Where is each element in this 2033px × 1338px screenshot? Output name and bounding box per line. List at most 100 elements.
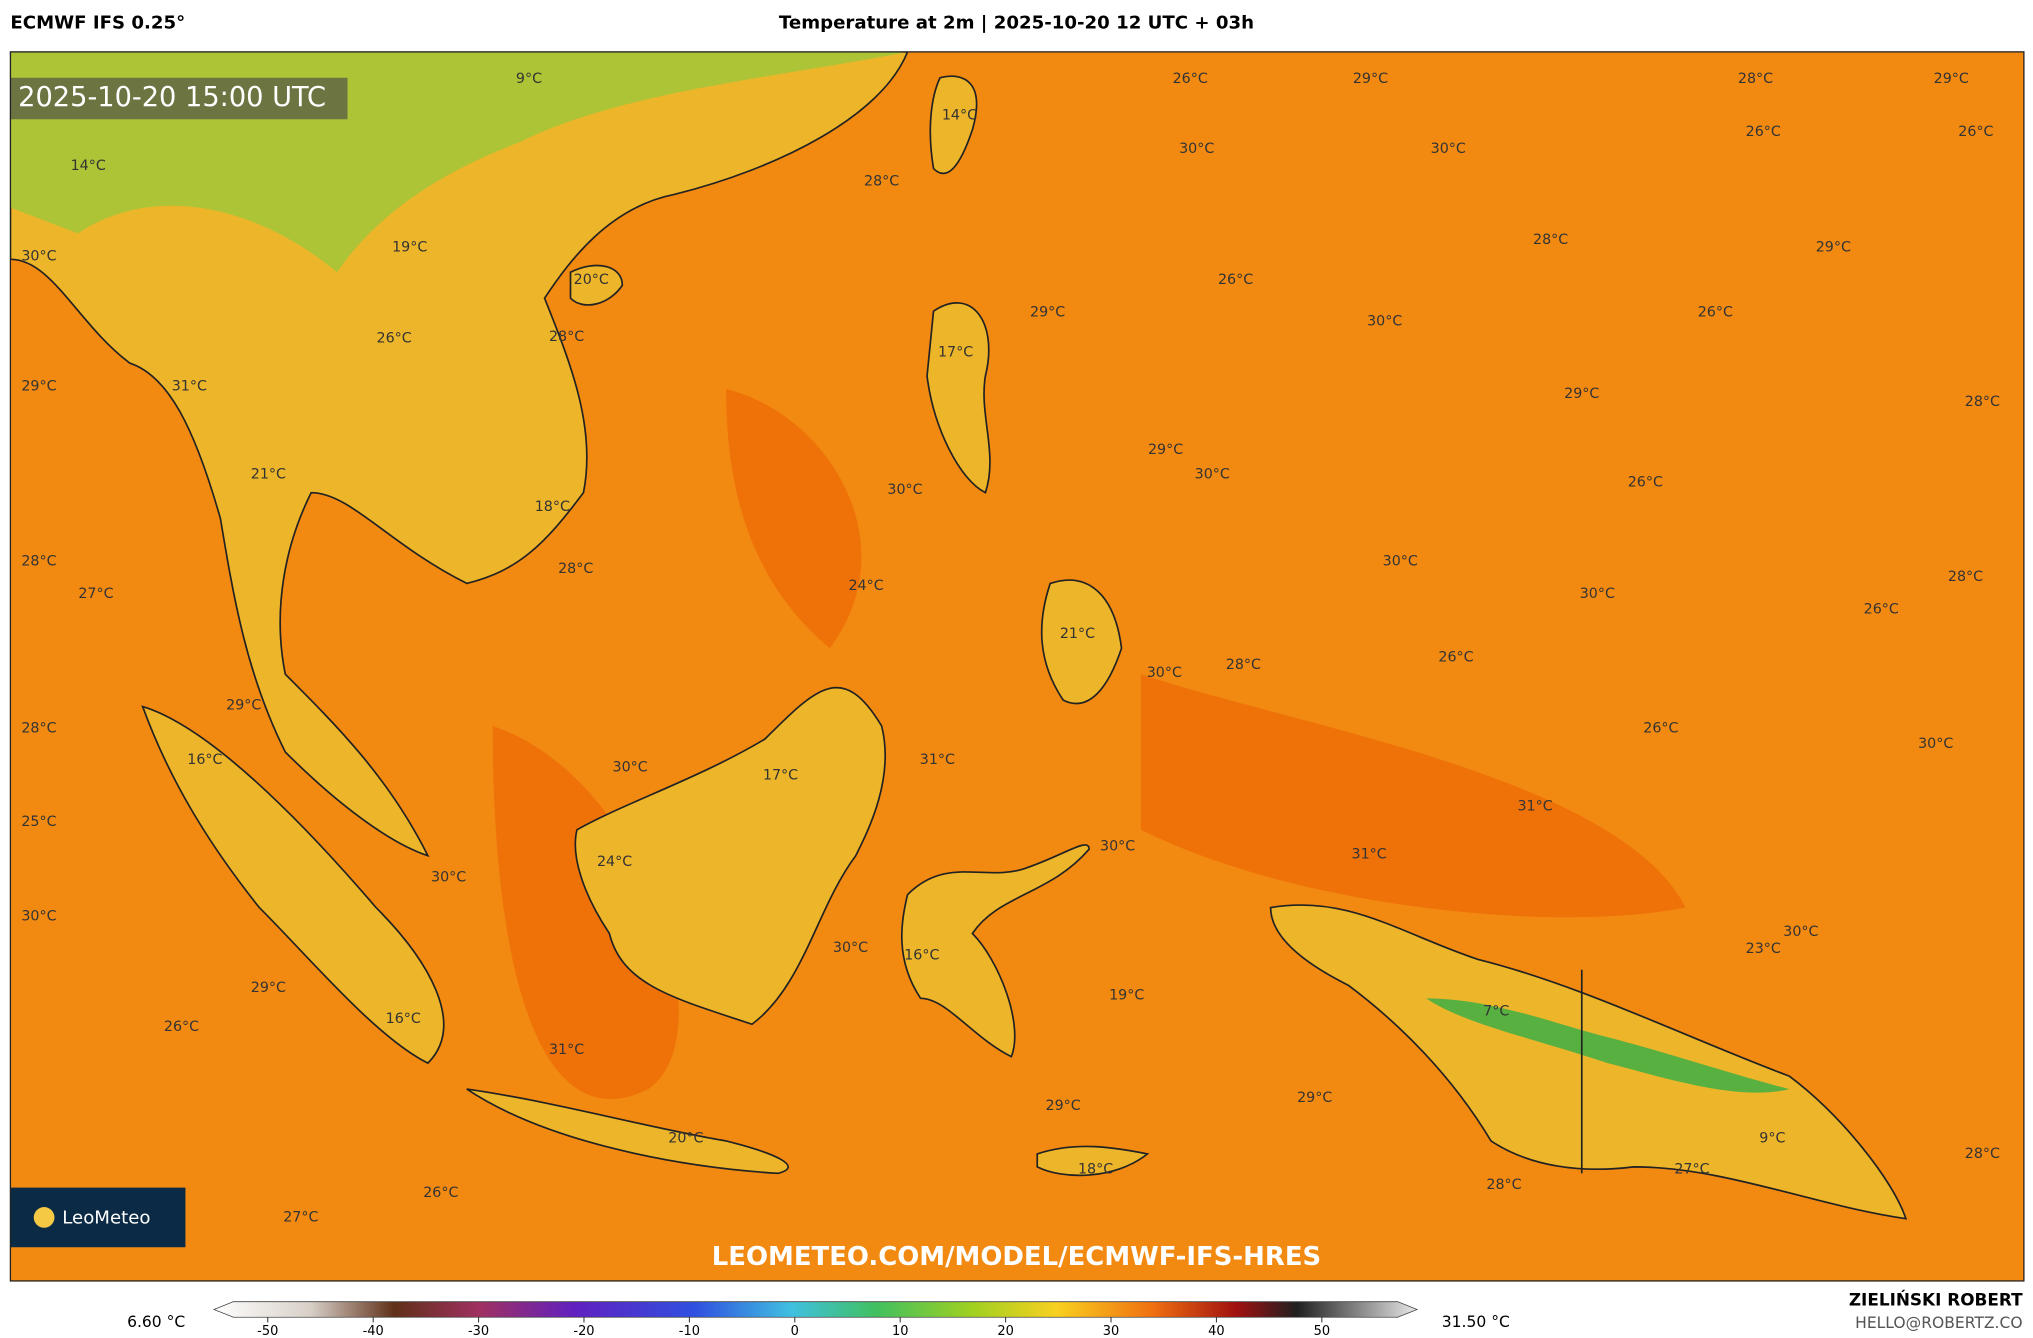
temp-label: 9°C [516,71,542,87]
temp-label: 30°C [1383,553,1418,569]
temp-label: 29°C [1353,71,1388,87]
temp-label: 30°C [431,870,466,886]
temp-label: 26°C [423,1185,458,1201]
temp-label: 29°C [1934,71,1969,87]
temp-label: 26°C [1643,721,1678,737]
map: 9°C 14°C 14°C 26°C 29°C 28°C 29°C 26°C 26°C 30°C 3… [10,51,2024,1281]
temp-label: 26°C [1958,124,1993,140]
temp-label: 7°C [1483,1003,1509,1019]
temp-label: 30°C [887,482,922,498]
temp-label: 21°C [1060,626,1095,642]
temp-label: 29°C [1297,1090,1332,1106]
temp-label: 31°C [549,1042,584,1058]
colorbar-tick-label: 50 [1314,1324,1330,1338]
temp-label: 30°C [833,940,868,956]
temp-label: 26°C [164,1019,199,1035]
temp-label: 24°C [848,578,883,594]
model-name: ECMWF IFS 0.25° [10,13,185,34]
temp-label: 31°C [172,378,207,394]
temp-label: 26°C [1864,601,1899,617]
temp-label: 29°C [21,378,56,394]
temp-label: 27°C [78,586,113,602]
colorbar-tick-label: 20 [997,1324,1013,1338]
colorbar-tick-label: -10 [679,1324,700,1338]
temp-label: 28°C [21,553,56,569]
temp-label: 28°C [558,561,593,577]
temp-label: 30°C [1918,736,1953,752]
colorbar-tick-label: -30 [468,1324,489,1338]
author: ZIELIŃSKI ROBERT [1849,1288,2023,1309]
temp-label: 29°C [1564,386,1599,402]
temp-label: 18°C [535,499,570,515]
temp-label: 31°C [1517,798,1552,814]
valid-time: 2025-10-20 15:00 UTC [18,82,326,113]
temp-label: 29°C [251,980,286,996]
temp-label: 20°C [668,1130,703,1146]
temp-label: 29°C [226,697,261,713]
temp-label: 28°C [1948,569,1983,585]
temp-label: 20°C [574,272,609,288]
land [10,51,1908,1220]
colorbar-tick-label: 30 [1103,1324,1119,1338]
colorbar-tick-label: 40 [1208,1324,1224,1338]
logo-sun [33,1207,55,1228]
temp-label: 21°C [251,467,286,483]
temp-label: 29°C [1030,304,1065,320]
temp-label: 30°C [1195,467,1230,483]
temp-label: 30°C [1783,924,1818,940]
temp-label: 28°C [1533,232,1568,248]
temp-label: 30°C [1431,141,1466,157]
temp-label: 26°C [377,330,412,346]
temp-label: 17°C [763,767,798,783]
temp-label: 26°C [1698,304,1733,320]
temp-label: 31°C [920,752,955,768]
time-box [10,77,348,120]
temp-label: 30°C [21,249,56,265]
temp-label: 9°C [1759,1130,1785,1146]
temp-label: 29°C [1148,442,1183,458]
colorbar-tick-label: 10 [892,1324,908,1338]
highlands [1426,998,1790,1093]
temp-label: 28°C [864,174,899,190]
temp-label: 28°C [1226,657,1261,673]
temp-label: 17°C [938,345,973,361]
temp-label: 30°C [613,760,648,776]
temp-label: 14°C [942,107,977,123]
logo: LeoMeteo [62,1208,150,1229]
max-value: 31.50 °C [1442,1313,1510,1331]
temp-label: 18°C [1078,1161,1113,1177]
temp-label: 14°C [71,158,106,174]
temp-label: 26°C [1173,71,1208,87]
temp-label: 30°C [1100,839,1135,855]
watermark: LEOMETEO.COM/MODEL/ECMWF-IFS-HRES [712,1242,1321,1272]
title: Temperature at 2m | 2025-10-20 12 UTC + … [779,13,1254,34]
temp-label: 25°C [21,814,56,830]
temp-label: 16°C [386,1011,421,1027]
temp-label: 28°C [1486,1177,1521,1193]
temp-label: 28°C [1965,394,2000,410]
temp-label: 30°C [1580,586,1615,602]
temp-label: 29°C [1046,1098,1081,1114]
temp-label: 26°C [1438,649,1473,665]
colorbar-tick-label: 0 [791,1324,799,1338]
temp-label: 26°C [1628,474,1663,490]
temp-label: 16°C [904,948,939,964]
temp-label: 28°C [21,721,56,737]
warm-sea [492,388,1686,1100]
temp-label: 23°C [1746,941,1781,957]
temp-label: 27°C [1674,1161,1709,1177]
min-value: 6.60 °C [127,1313,185,1331]
temp-label: 28°C [549,329,584,345]
temp-label: 26°C [1746,124,1781,140]
temp-label: 31°C [1352,846,1387,862]
colorbar-tick-label: -20 [573,1324,594,1338]
map-frame [9,51,2025,1282]
temp-label: 28°C [1738,71,1773,87]
temp-label: 28°C [1965,1146,2000,1162]
colorbar-tick-label: -40 [363,1324,384,1338]
temp-label: 19°C [392,240,427,256]
temp-label: 30°C [1179,141,1214,157]
email: HELLO@ROBERTZ.CO [1855,1314,2022,1332]
temp-label: 19°C [1109,988,1144,1004]
